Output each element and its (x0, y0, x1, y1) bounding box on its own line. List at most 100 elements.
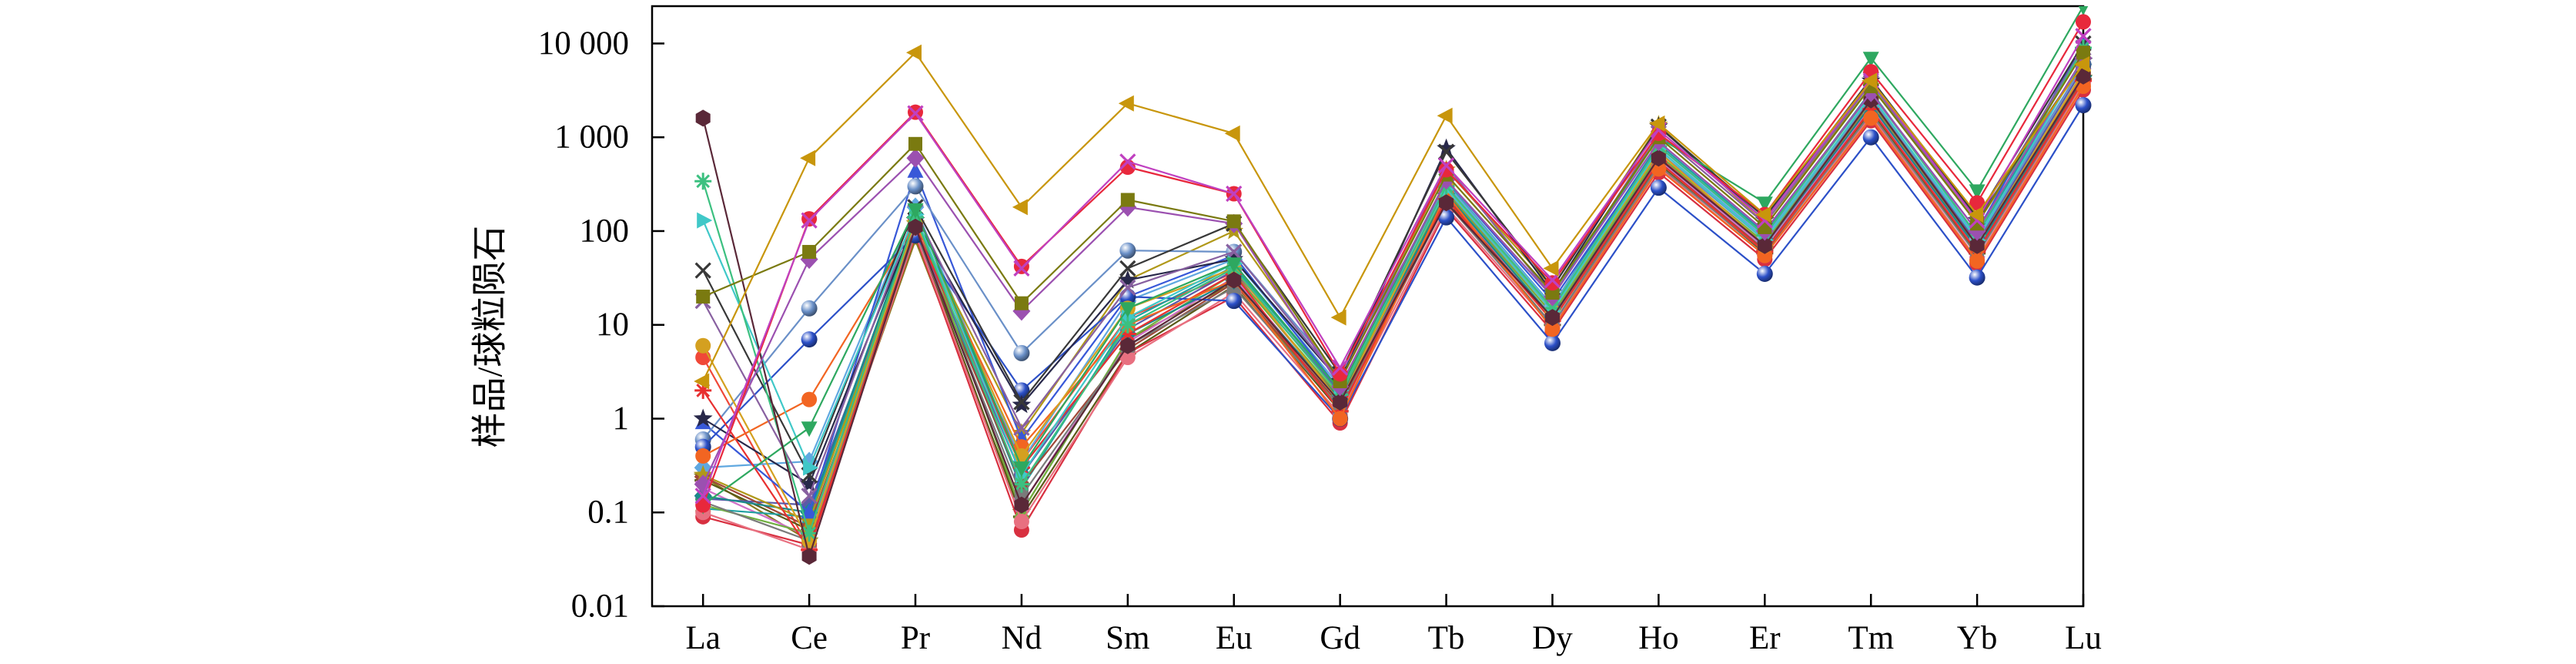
data-point (1120, 337, 1136, 354)
data-point (1013, 514, 1029, 530)
data-point (1226, 257, 1243, 273)
data-point (1119, 302, 1136, 318)
data-point (1226, 185, 1243, 203)
data-point (1862, 129, 1879, 146)
data-point (1544, 275, 1561, 291)
data-point (693, 408, 713, 427)
data-point (1651, 149, 1666, 167)
data-point (1013, 394, 1030, 411)
data-point (1332, 411, 1348, 427)
x-tick-label: Dy (1532, 620, 1573, 656)
data-point (907, 203, 924, 219)
series-line (702, 52, 2084, 382)
x-tick-label: Yb (1957, 620, 1998, 656)
plot-frame (651, 5, 2085, 608)
data-point (1333, 394, 1348, 411)
data-point (1437, 143, 1455, 160)
data-point (799, 511, 819, 530)
data-point (694, 262, 711, 279)
data-point (1119, 279, 1136, 296)
data-point (1544, 300, 1561, 317)
data-point (1862, 100, 1880, 118)
y-tick-label: 1 000 (554, 119, 629, 156)
data-point (1119, 153, 1136, 170)
axis-ticks (652, 42, 2085, 608)
data-point (1543, 260, 1559, 277)
x-tick-label: Sm (1106, 620, 1149, 656)
y-axis: 0.01 0.1 1 10 100 1 000 10 000 (538, 25, 629, 625)
data-point (799, 474, 819, 493)
x-tick-label: Ho (1638, 620, 1679, 656)
data-point (1330, 309, 1347, 326)
series-line (702, 57, 2084, 485)
data-point (1012, 475, 1030, 493)
y-tick-label: 1 (613, 401, 630, 437)
data-point (1756, 196, 1773, 213)
data-point (1437, 107, 1453, 124)
data-point (801, 503, 818, 519)
series-line (702, 6, 2084, 506)
data-point (1013, 419, 1030, 436)
data-point (1013, 461, 1030, 478)
x-tick-label: Ce (791, 620, 828, 656)
data-point (697, 212, 713, 229)
y-axis-title: 样品/球粒陨石 (470, 226, 510, 448)
data-point (1649, 115, 1665, 132)
series-line (702, 75, 2084, 558)
data-point (1437, 138, 1456, 157)
data-point (1862, 52, 1879, 68)
data-point (1438, 209, 1455, 226)
data-point (2076, 45, 2090, 60)
data-point (801, 548, 817, 565)
data-point (1224, 125, 1240, 142)
series (694, 44, 2089, 390)
data-point (1969, 236, 1985, 254)
x-tick-label: Lu (2065, 620, 2102, 656)
data-point (906, 148, 925, 168)
data-point (1969, 195, 1986, 211)
data-point (801, 331, 818, 348)
data-point (694, 488, 711, 505)
series-layer (693, 6, 2093, 565)
data-point (695, 109, 711, 127)
data-point (1012, 199, 1028, 216)
x-tick-label: Eu (1216, 620, 1253, 656)
data-point (1756, 265, 1773, 282)
data-point (696, 290, 711, 304)
data-point (2076, 67, 2091, 85)
data-point (1118, 95, 1134, 112)
data-point (1969, 184, 1986, 200)
y-tick-label: 10 000 (538, 25, 629, 62)
data-point (1758, 220, 1772, 234)
x-tick-label: Tb (1428, 620, 1465, 656)
data-point (802, 244, 817, 259)
data-point (1119, 316, 1136, 334)
data-point (694, 173, 712, 190)
series-line (702, 52, 2084, 383)
data-point (1544, 309, 1560, 327)
y-tick-label: 100 (580, 213, 630, 249)
data-point (1863, 110, 1879, 126)
data-point (2076, 14, 2091, 30)
data-point (907, 105, 924, 122)
data-point (1226, 293, 1243, 310)
data-point (1013, 344, 1030, 361)
y-tick-label: 0.1 (587, 495, 629, 531)
data-point (801, 212, 818, 229)
data-point (693, 464, 713, 484)
data-point (695, 337, 711, 354)
data-point (908, 218, 923, 236)
data-point (2078, 6, 2089, 15)
x-tick-label: Gd (1320, 620, 1360, 656)
data-point (1437, 157, 1455, 174)
x-tick-label: Er (1749, 620, 1781, 656)
data-point (1332, 359, 1349, 376)
data-point (1118, 270, 1138, 289)
x-tick-label: Pr (901, 620, 930, 656)
y-tick-label: 0.01 (571, 589, 629, 625)
data-point (1969, 269, 1986, 286)
data-point (1650, 179, 1667, 196)
data-point (803, 459, 819, 476)
x-tick-label: Nd (1002, 620, 1042, 656)
